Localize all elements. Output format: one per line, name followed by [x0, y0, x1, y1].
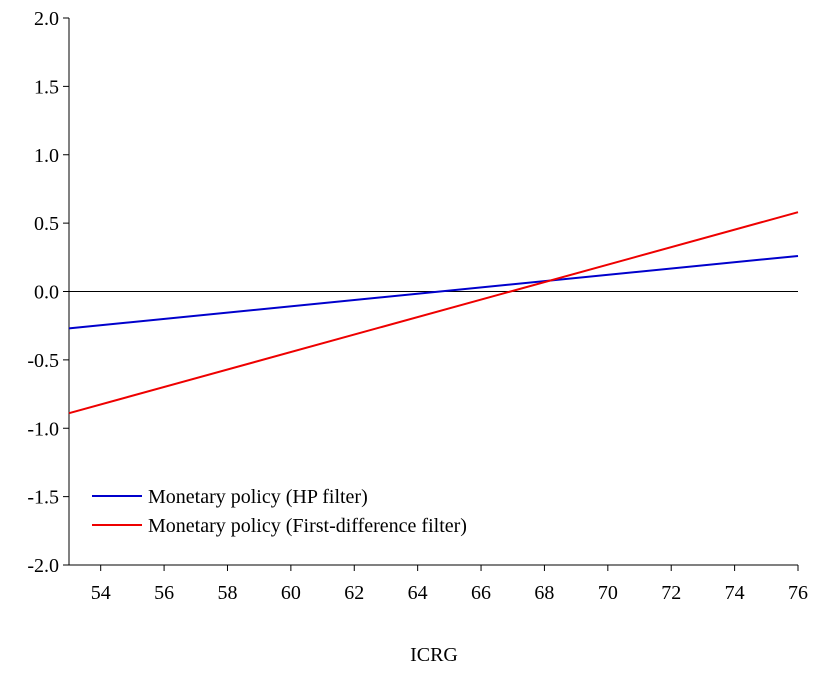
- x-tick-label: 72: [661, 582, 681, 604]
- x-axis-title: ICRG: [410, 644, 458, 666]
- x-tick-label: 74: [725, 582, 745, 604]
- y-tick-label: 1.5: [34, 76, 59, 98]
- x-tick-label: 62: [344, 582, 364, 604]
- y-tick-label: 0.5: [34, 213, 59, 235]
- y-tick-label: -1.0: [27, 418, 59, 440]
- y-tick-label: -1.5: [27, 487, 59, 509]
- y-tick-label: -2.0: [27, 555, 59, 577]
- y-tick-label: 2.0: [34, 8, 59, 30]
- series-line-0: [68, 254, 799, 330]
- x-tick-label: 68: [534, 582, 554, 604]
- x-tick-label: 66: [471, 582, 491, 604]
- x-tick-label: 60: [281, 582, 301, 604]
- x-tick-label: 58: [217, 582, 237, 604]
- x-tick-label: 76: [788, 582, 808, 604]
- y-tick-label: 0.0: [34, 282, 59, 304]
- y-tick-label: -0.5: [27, 350, 59, 372]
- legend-label-first-difference-filter: Monetary policy (First-difference filter…: [148, 515, 467, 537]
- x-tick-label: 54: [91, 582, 111, 604]
- axis-ticks: -2.0 -1.5 -1.0 -0.5 0.0 0.5 1.0 1.5 2.0 54 56 58 60 6…: [27, 8, 808, 604]
- series-line-1: [68, 211, 799, 415]
- legend-label-hp-filter: Monetary policy (HP filter): [148, 486, 368, 508]
- legend: Monetary policy (HP filter) Monetary pol…: [92, 486, 467, 537]
- x-tick-label: 70: [598, 582, 618, 604]
- x-tick-label: 56: [154, 582, 174, 604]
- series-lines: [68, 211, 799, 415]
- x-tick-label: 64: [408, 582, 428, 604]
- y-tick-label: 1.0: [34, 145, 59, 167]
